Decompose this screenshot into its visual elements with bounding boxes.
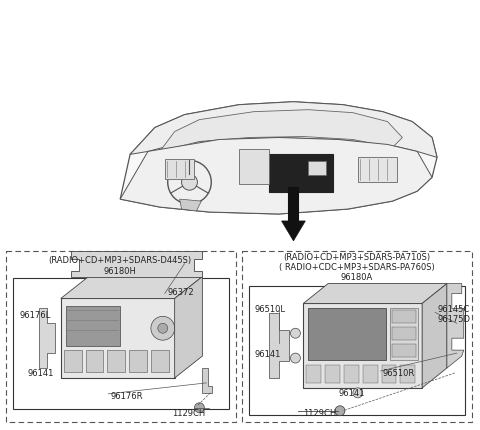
Bar xyxy=(393,328,416,341)
Bar xyxy=(165,160,194,180)
Bar xyxy=(363,365,378,383)
Polygon shape xyxy=(180,200,202,212)
Circle shape xyxy=(181,175,197,191)
Polygon shape xyxy=(175,277,203,378)
Bar xyxy=(303,304,422,388)
Text: 96145C: 96145C xyxy=(437,304,469,313)
Polygon shape xyxy=(282,221,305,241)
Polygon shape xyxy=(160,111,402,152)
Polygon shape xyxy=(120,102,437,215)
Text: 96510L: 96510L xyxy=(255,304,286,313)
Bar xyxy=(308,309,385,360)
Bar xyxy=(85,350,103,372)
Bar xyxy=(151,350,168,372)
Text: 96510R: 96510R xyxy=(383,369,415,378)
Circle shape xyxy=(353,388,363,398)
Text: ( RADIO+CDC+MP3+SDARS-PA760S): ( RADIO+CDC+MP3+SDARS-PA760S) xyxy=(279,263,435,271)
Polygon shape xyxy=(39,309,55,368)
Bar xyxy=(344,365,359,383)
Bar xyxy=(306,365,321,383)
Text: 96141: 96141 xyxy=(338,388,364,397)
Bar xyxy=(400,365,415,383)
Circle shape xyxy=(158,323,168,333)
Polygon shape xyxy=(303,284,447,304)
Bar xyxy=(66,307,120,346)
Polygon shape xyxy=(61,277,203,299)
Circle shape xyxy=(290,329,300,338)
Text: (RADIO+CD+MP3+SDARS-D445S): (RADIO+CD+MP3+SDARS-D445S) xyxy=(48,255,192,264)
Text: 96176R: 96176R xyxy=(110,391,143,400)
Bar xyxy=(249,286,465,415)
Text: 96180H: 96180H xyxy=(104,267,137,276)
Bar xyxy=(358,158,397,183)
Polygon shape xyxy=(71,251,203,277)
Text: (RADIO+CD+MP3+SDARS-PA710S): (RADIO+CD+MP3+SDARS-PA710S) xyxy=(283,253,431,261)
Bar xyxy=(393,344,416,357)
Text: 96175D: 96175D xyxy=(437,314,470,323)
Bar xyxy=(382,365,396,383)
Circle shape xyxy=(335,406,345,416)
Circle shape xyxy=(290,353,300,363)
Polygon shape xyxy=(269,313,288,378)
Polygon shape xyxy=(203,368,212,393)
Bar xyxy=(6,251,236,422)
Circle shape xyxy=(151,316,175,341)
Polygon shape xyxy=(447,284,464,368)
Bar xyxy=(242,251,472,422)
Bar xyxy=(13,278,229,409)
Bar xyxy=(129,350,147,372)
Polygon shape xyxy=(120,138,432,215)
Bar xyxy=(393,310,416,323)
Polygon shape xyxy=(422,284,447,388)
Circle shape xyxy=(194,403,204,413)
Bar xyxy=(108,350,125,372)
Text: 96141: 96141 xyxy=(27,369,53,378)
Text: 96176L: 96176L xyxy=(19,310,50,319)
Text: 1129CH: 1129CH xyxy=(303,408,336,417)
Bar xyxy=(325,365,340,383)
Bar xyxy=(61,299,175,378)
Text: 96141: 96141 xyxy=(255,349,281,358)
Bar xyxy=(239,150,269,185)
Bar xyxy=(308,162,326,176)
Text: 1129CH: 1129CH xyxy=(172,408,205,417)
Bar xyxy=(269,155,333,193)
Polygon shape xyxy=(130,102,437,158)
Bar xyxy=(64,350,82,372)
Text: 96372: 96372 xyxy=(168,287,194,296)
Bar xyxy=(390,309,418,360)
Text: 96180A: 96180A xyxy=(341,273,373,282)
